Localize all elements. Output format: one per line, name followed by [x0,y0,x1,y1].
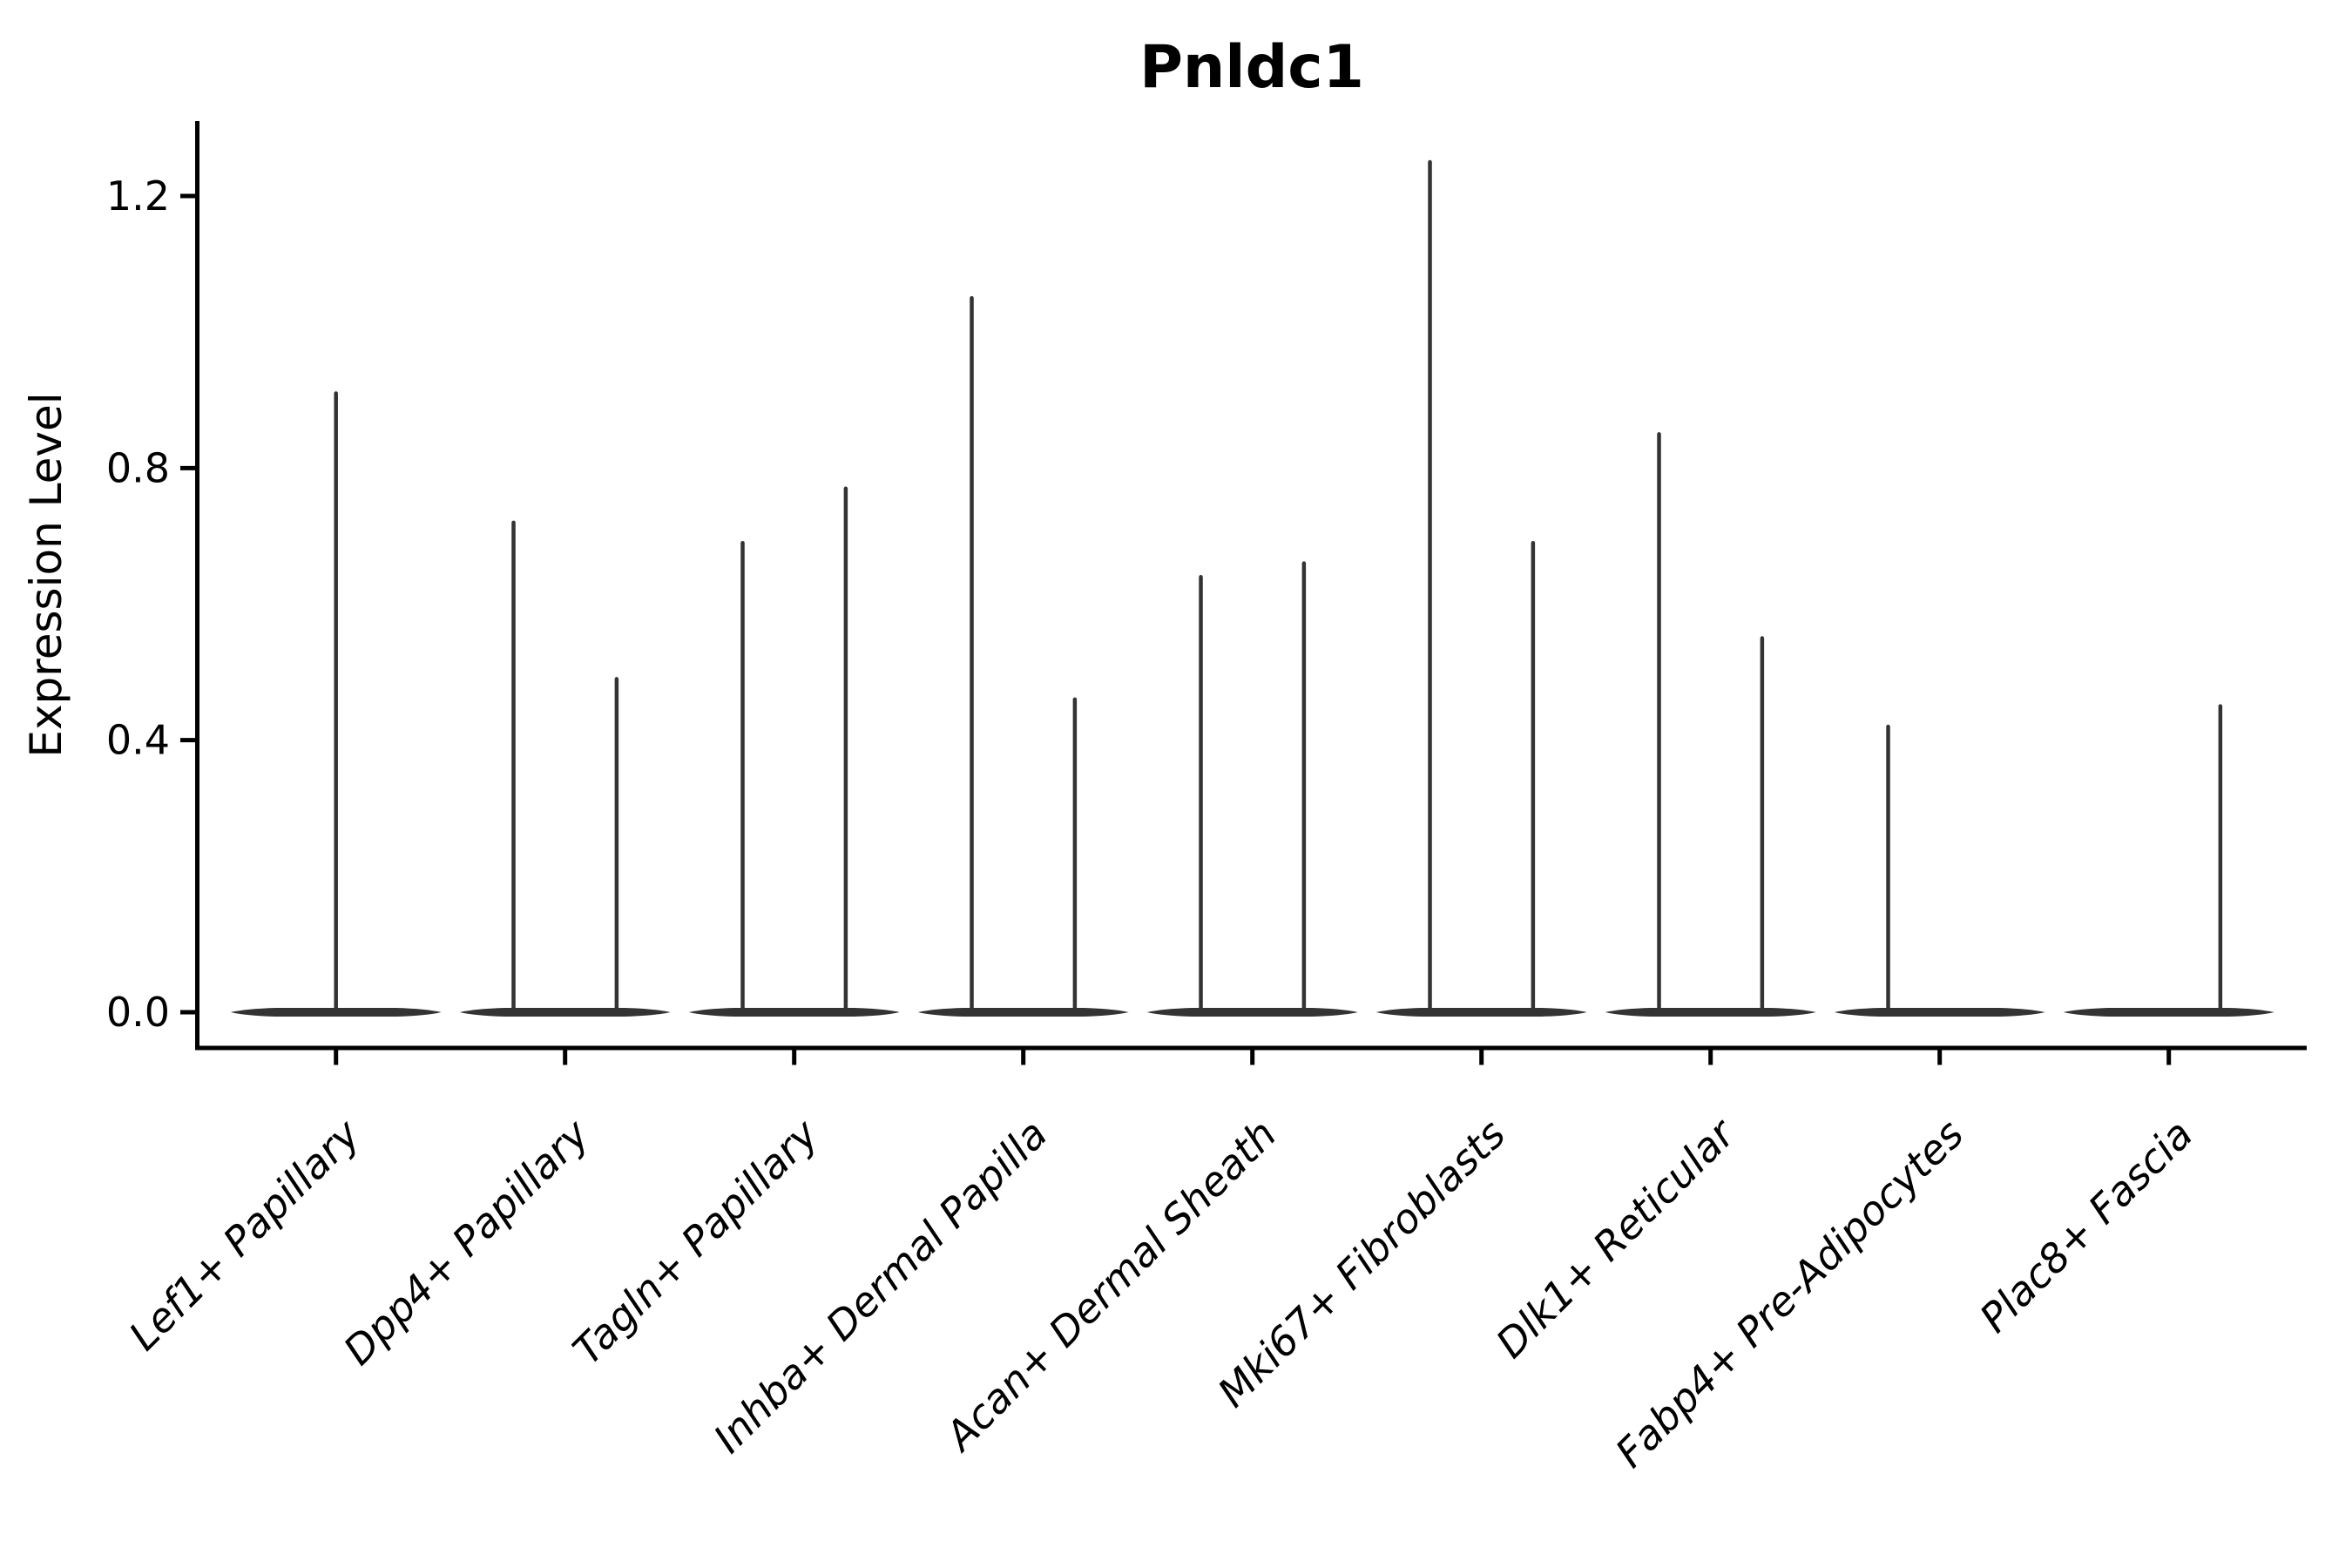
y-tick-label: 1.2 [106,172,170,220]
chart-title: Pnldc1 [1139,33,1364,102]
y-tick-label: 0.4 [106,717,170,764]
violin-body [459,1008,671,1017]
y-tick-label: 0.0 [106,989,170,1036]
x-tick-label: Dlk1+ Reticular [1487,1108,1746,1367]
violin-body [1375,1008,1587,1017]
violin-body [1146,1008,1358,1017]
x-tick-label: Plac8+ Fascia [1970,1111,2201,1342]
violin-body [917,1008,1129,1017]
y-ticks-layer: 0.0 0.4 0.8 1.2 [106,172,195,1036]
y-axis-label: Expression Level [21,392,71,757]
violin-body [1834,1008,2045,1017]
x-tick-label: Lef1+ Papillary [120,1110,369,1359]
spikes-layer [334,159,2223,1013]
x-tick-label: Dpp4+ Papillary [335,1110,598,1374]
violin-body [1605,1008,1816,1017]
violin-body [2063,1008,2274,1017]
violin-body [688,1008,900,1017]
axes-layer [195,121,2307,1051]
x-tick-label: Tagln+ Papillary [564,1110,828,1374]
violins-layer [230,1008,2274,1017]
y-tick-label: 0.8 [106,444,170,491]
